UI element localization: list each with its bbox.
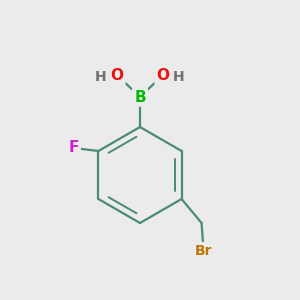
Text: B: B <box>134 89 146 104</box>
Text: H: H <box>173 70 185 84</box>
Text: F: F <box>68 140 79 155</box>
Text: O: O <box>157 68 169 82</box>
Text: Br: Br <box>195 244 212 258</box>
Text: H: H <box>95 70 107 84</box>
Text: O: O <box>110 68 124 82</box>
